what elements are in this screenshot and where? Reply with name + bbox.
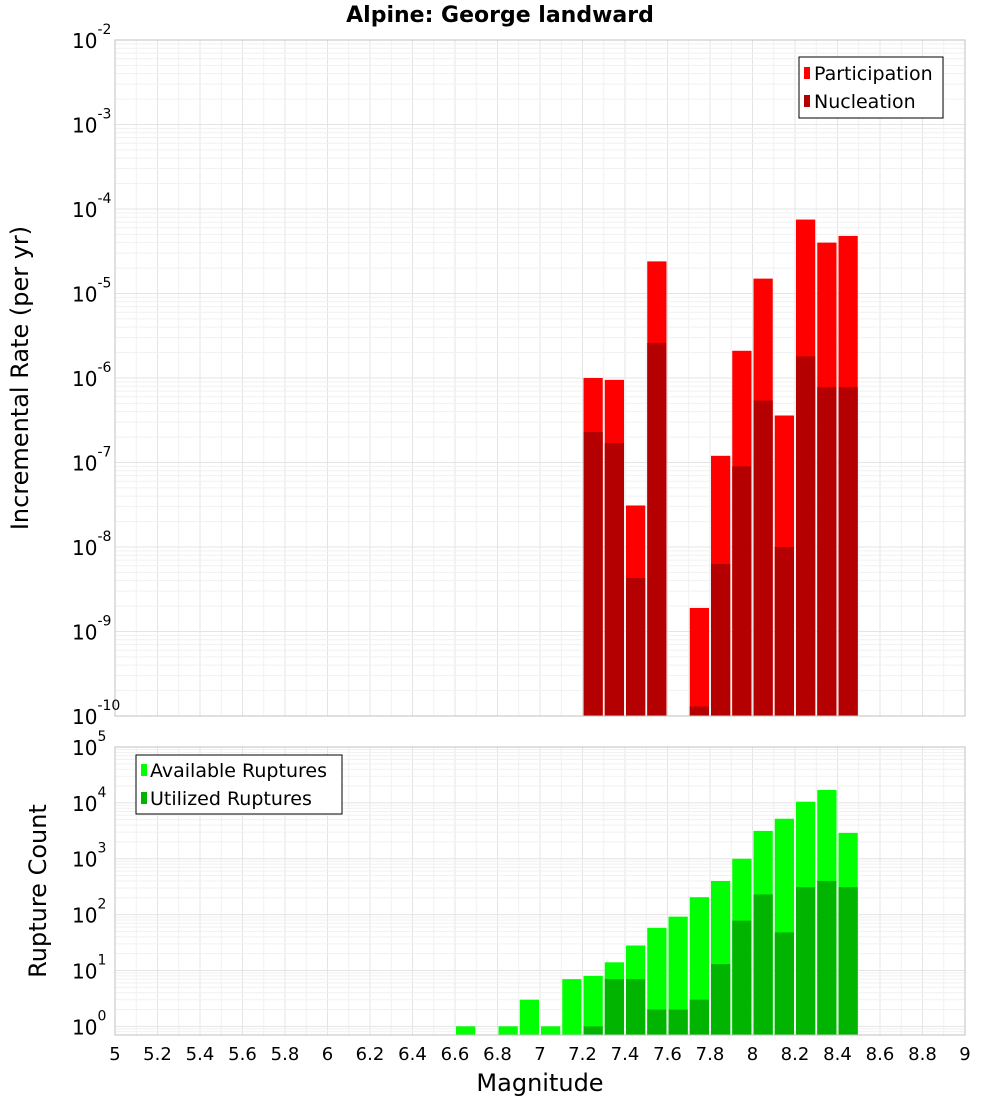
rate-bar-nucleation xyxy=(689,706,709,716)
count-bar-utilized-ruptures xyxy=(753,894,773,1035)
count-bar-utilized-ruptures xyxy=(711,964,731,1035)
count-bar-utilized-ruptures xyxy=(796,887,816,1035)
top-plot-bars xyxy=(583,219,858,717)
x-ticks: 5 5.2 5.4 5.6 5.8 6 6.2 6.4 6.6 6.8 7 7.2 7.4 7.6 7.8 8… xyxy=(109,1044,970,1065)
rate-bar-nucleation xyxy=(817,387,837,716)
count-bar-utilized-ruptures xyxy=(647,1009,667,1035)
count-bar-utilized-ruptures xyxy=(774,932,794,1035)
rate-bar-nucleation xyxy=(774,547,794,716)
x-tick-label: 5.2 xyxy=(143,1044,172,1065)
rupture-count-plot: 100 101 102 103 104 105 5 5.2 5.4 5.6 5.8 6 6.2 6.4 6… xyxy=(24,729,971,1097)
top-legend: Participation Nucleation xyxy=(798,56,944,119)
y-tick-label: 10-3 xyxy=(72,107,111,138)
chart-title: Alpine: George landward xyxy=(346,3,654,28)
y-tick-label: 10-7 xyxy=(72,445,111,476)
x-tick-label: 7 xyxy=(534,1044,545,1065)
y-tick-label: 10-9 xyxy=(72,614,111,645)
y-tick-label: 100 xyxy=(72,1008,106,1039)
x-tick-label: 8 xyxy=(747,1044,758,1065)
bottom-legend-box xyxy=(135,754,343,815)
participation-swatch xyxy=(804,67,810,79)
rate-bar-nucleation xyxy=(796,356,816,716)
count-bar-utilized-ruptures xyxy=(689,999,709,1035)
x-tick-label: 7.2 xyxy=(568,1044,597,1065)
x-tick-label: 7.6 xyxy=(653,1044,682,1065)
x-axis-label: Magnitude xyxy=(476,1069,603,1097)
x-tick-label: 6.6 xyxy=(441,1044,470,1065)
rate-bar-nucleation xyxy=(711,563,731,716)
y-tick-label: 102 xyxy=(72,897,106,928)
x-tick-label: 5.6 xyxy=(228,1044,257,1065)
x-tick-label: 9 xyxy=(959,1044,970,1065)
count-bar-utilized-ruptures xyxy=(732,920,752,1035)
x-tick-label: 8.6 xyxy=(866,1044,895,1065)
count-bar-available-ruptures xyxy=(541,1026,561,1035)
top-y-axis-label: Incremental Rate (per yr) xyxy=(6,226,34,530)
bottom-y-axis-label: Rupture Count xyxy=(24,804,52,978)
count-bar-available-ruptures xyxy=(562,979,582,1035)
top-legend-box xyxy=(798,56,944,119)
x-tick-label: 7.8 xyxy=(696,1044,725,1065)
rate-bar-nucleation xyxy=(626,577,646,716)
y-tick-label: 10-10 xyxy=(72,698,120,729)
y-tick-label: 10-2 xyxy=(72,22,111,53)
count-bar-utilized-ruptures xyxy=(626,979,646,1035)
count-bar-available-ruptures xyxy=(668,916,688,1035)
legend-available: Available Ruptures xyxy=(150,760,327,782)
rate-bar-nucleation xyxy=(838,387,858,716)
count-bar-available-ruptures xyxy=(583,975,603,1035)
available-swatch xyxy=(141,764,147,776)
x-tick-label: 6.4 xyxy=(398,1044,427,1065)
x-tick-label: 5.8 xyxy=(271,1044,300,1065)
y-tick-label: 103 xyxy=(72,841,106,872)
rate-bar-nucleation xyxy=(753,400,773,716)
rate-bar-nucleation xyxy=(604,443,624,716)
x-tick-label: 6.2 xyxy=(356,1044,385,1065)
x-tick-label: 8.4 xyxy=(823,1044,852,1065)
count-bar-utilized-ruptures xyxy=(817,880,837,1035)
rate-bar-nucleation xyxy=(732,466,752,716)
legend-utilized: Utilized Ruptures xyxy=(150,788,312,810)
y-tick-label: 10-5 xyxy=(72,276,111,307)
y-tick-label: 10-4 xyxy=(72,191,112,222)
x-tick-label: 8.2 xyxy=(781,1044,810,1065)
nucleation-swatch xyxy=(804,95,810,107)
x-tick-label: 7.4 xyxy=(611,1044,640,1065)
y-tick-label: 105 xyxy=(72,729,106,760)
count-bar-available-ruptures xyxy=(456,1026,476,1035)
count-bar-utilized-ruptures xyxy=(583,1026,603,1035)
x-tick-label: 5 xyxy=(109,1044,120,1065)
legend-nucleation: Nucleation xyxy=(814,91,916,113)
x-tick-label: 8.8 xyxy=(908,1044,937,1065)
count-bar-available-ruptures xyxy=(498,1026,518,1035)
bottom-plot-bars xyxy=(456,789,858,1035)
bottom-y-ticks: 100 101 102 103 104 105 xyxy=(72,729,106,1039)
y-tick-label: 104 xyxy=(72,785,106,816)
top-plot-grid xyxy=(114,39,966,717)
rate-bar-participation xyxy=(689,607,709,716)
x-tick-label: 5.4 xyxy=(186,1044,215,1065)
count-bar-utilized-ruptures xyxy=(604,979,624,1035)
x-tick-label: 6 xyxy=(322,1044,333,1065)
legend-participation: Participation xyxy=(814,63,933,85)
x-tick-label: 6.8 xyxy=(483,1044,512,1065)
count-bar-available-ruptures xyxy=(519,999,539,1035)
bottom-legend: Available Ruptures Utilized Ruptures xyxy=(135,754,343,815)
rate-bar-nucleation xyxy=(583,431,603,716)
participation-plot: 10-10 10-9 10-8 10-7 10-6 10-5 10-4 10-3 10-2 In… xyxy=(6,22,966,729)
rate-bar-nucleation xyxy=(647,342,667,716)
count-bar-available-ruptures xyxy=(647,927,667,1035)
count-bar-utilized-ruptures xyxy=(838,887,858,1035)
utilized-swatch xyxy=(141,792,147,804)
count-bar-utilized-ruptures xyxy=(668,1009,688,1035)
y-tick-label: 10-8 xyxy=(72,529,111,560)
y-tick-label: 10-6 xyxy=(72,360,112,391)
top-y-ticks: 10-10 10-9 10-8 10-7 10-6 10-5 10-4 10-3 10-2 xyxy=(72,22,120,729)
y-tick-label: 101 xyxy=(72,952,106,983)
